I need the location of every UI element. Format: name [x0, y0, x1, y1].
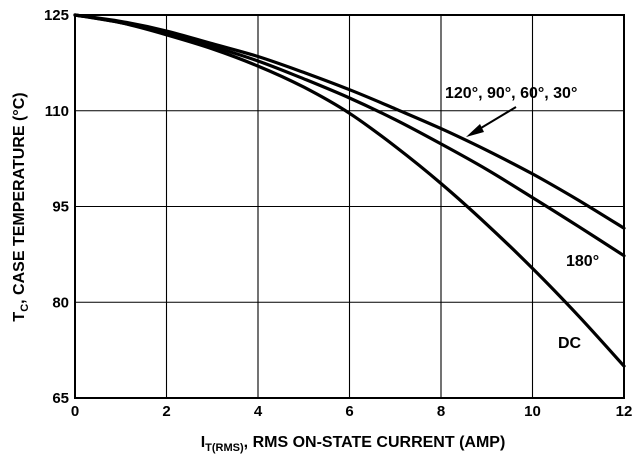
series-label-group: 120°, 90°, 60°, 30°	[445, 85, 577, 102]
series-label-dc: DC	[558, 335, 582, 352]
tick-labels: 0 2 4 6 8 10 12 125 110 95 80 65	[44, 7, 632, 420]
x-tick-label: 10	[524, 403, 541, 420]
x-axis-title: IT(RMS), RMS ON-STATE CURRENT (AMP)	[201, 434, 506, 454]
x-axis-title-rest: , RMS ON-STATE CURRENT (AMP)	[244, 434, 506, 451]
x-tick-label: 4	[254, 403, 263, 420]
y-tick-label: 95	[52, 199, 69, 216]
y-tick-label: 110	[45, 103, 69, 120]
x-tick-label: 0	[71, 403, 79, 420]
plot-frame	[74, 14, 625, 399]
series-line-120-90-60-30	[73, 13, 626, 230]
x-axis-title-main: I	[201, 434, 205, 451]
series-line-dc	[73, 13, 626, 368]
series-label-180: 180°	[566, 253, 599, 270]
y-tick-label: 65	[52, 390, 69, 407]
x-tick-label: 6	[345, 403, 353, 420]
series-line-180	[73, 13, 626, 258]
y-axis-title-main: T	[11, 312, 28, 322]
y-tick-label: 125	[44, 7, 69, 24]
curve-group	[73, 13, 626, 368]
y-axis-title-sub: C	[19, 304, 31, 312]
y-axis-title: TC, CASE TEMPERATURE (°C)	[11, 92, 31, 321]
x-tick-label: 12	[616, 403, 633, 420]
x-axis-title-sub: T(RMS)	[205, 442, 244, 454]
grid-lines	[75, 15, 624, 398]
x-tick-label: 2	[162, 403, 170, 420]
y-axis-title-rest: , CASE TEMPERATURE (°C)	[11, 92, 28, 303]
x-tick-label: 8	[437, 403, 445, 420]
y-tick-label: 80	[52, 294, 69, 311]
annotation-arrow	[466, 106, 517, 137]
